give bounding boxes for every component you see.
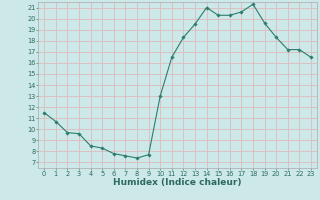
X-axis label: Humidex (Indice chaleur): Humidex (Indice chaleur) — [113, 178, 242, 187]
